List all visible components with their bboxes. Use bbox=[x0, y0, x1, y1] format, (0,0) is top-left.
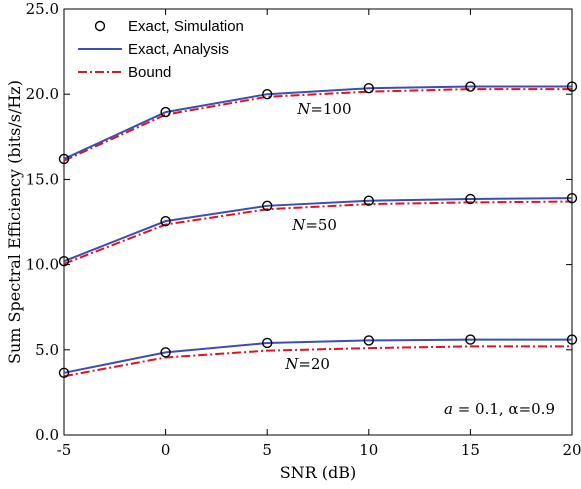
simulation-marker bbox=[465, 81, 476, 92]
x-tick-label: 20 bbox=[562, 441, 581, 459]
group-label-symbol: N bbox=[296, 100, 311, 118]
simulation-marker bbox=[160, 106, 171, 118]
group-label-value: =50 bbox=[305, 216, 337, 234]
group-label-value: =20 bbox=[298, 355, 330, 373]
legend-marker-icon bbox=[94, 20, 106, 32]
simulation-marker bbox=[160, 347, 171, 358]
legend-entry: Exact, Simulation bbox=[94, 18, 244, 35]
axis-ticks bbox=[63, 8, 573, 436]
simulation-marker bbox=[363, 335, 374, 346]
annotation-a-symbol: a bbox=[444, 400, 453, 418]
simulation-marker bbox=[566, 334, 578, 345]
series-group-label: N=100 bbox=[296, 100, 351, 118]
y-tick-label: 15.0 bbox=[26, 170, 59, 188]
series-group-N-20 bbox=[58, 334, 578, 379]
annotation-a-value: = 0.1, bbox=[453, 400, 509, 418]
plot-area-border bbox=[63, 8, 573, 436]
group-label-symbol: N bbox=[291, 216, 306, 234]
y-tick-label: 5.0 bbox=[35, 341, 59, 359]
x-tick-label: 5 bbox=[262, 441, 272, 459]
x-axis-label: SNR (dB) bbox=[280, 463, 357, 482]
legend-entry: Bound bbox=[78, 64, 171, 81]
x-tick-label: 0 bbox=[161, 441, 171, 459]
legend-label: Bound bbox=[128, 64, 171, 81]
simulation-marker bbox=[58, 255, 70, 267]
simulation-marker bbox=[465, 334, 476, 345]
simulation-marker bbox=[363, 195, 374, 206]
y-axis-label: Sum Spectral Efficiency (bits/s/Hz) bbox=[5, 80, 24, 364]
simulation-marker bbox=[566, 192, 578, 204]
series-layer bbox=[58, 81, 578, 379]
analysis-line bbox=[63, 197, 573, 263]
series-group-N-50 bbox=[58, 192, 578, 267]
simulation-marker bbox=[262, 88, 273, 100]
x-tick-label: -5 bbox=[57, 441, 72, 459]
legend-entry: Exact, Analysis bbox=[78, 41, 229, 58]
x-tick-label: 10 bbox=[359, 441, 378, 459]
y-tick-label: 10.0 bbox=[26, 256, 59, 274]
simulation-marker bbox=[160, 215, 171, 227]
simulation-marker bbox=[465, 193, 476, 205]
group-label-symbol: N bbox=[284, 355, 299, 373]
annotation-alpha-value: =0.9 bbox=[519, 400, 555, 418]
simulation-marker bbox=[262, 200, 273, 212]
series-group-label: N=20 bbox=[284, 355, 330, 373]
analysis-line bbox=[63, 338, 572, 374]
simulation-marker bbox=[363, 83, 374, 94]
simulation-marker bbox=[58, 153, 70, 165]
plot-frame bbox=[63, 8, 573, 436]
y-tick-label: 0.0 bbox=[35, 426, 59, 444]
simulation-marker bbox=[58, 367, 70, 379]
series-group-N-100 bbox=[58, 81, 578, 165]
annotation-alpha-symbol: α bbox=[508, 400, 518, 418]
bound-line bbox=[63, 200, 573, 265]
y-tick-label: 25.0 bbox=[26, 0, 59, 18]
parameter-annotation: a = 0.1, α=0.9 bbox=[444, 400, 555, 418]
legend-label: Exact, Analysis bbox=[128, 41, 229, 58]
tick-labels: -5 0 5 10 15 20 0.0 5.0 10.0 15.0 20.0 25.0 bbox=[26, 0, 581, 459]
simulation-marker bbox=[566, 81, 578, 92]
analysis-line bbox=[63, 85, 572, 160]
y-tick-label: 20.0 bbox=[26, 85, 59, 103]
bound-line bbox=[63, 345, 572, 378]
simulation-marker bbox=[262, 337, 273, 349]
legend-label: Exact, Simulation bbox=[128, 18, 244, 35]
legend: Exact, Simulation Exact, Analysis Bound bbox=[78, 18, 244, 81]
group-label-value: =100 bbox=[310, 100, 351, 118]
series-group-label: N=50 bbox=[291, 216, 337, 234]
x-tick-label: 15 bbox=[461, 441, 480, 459]
bound-line bbox=[63, 88, 572, 162]
